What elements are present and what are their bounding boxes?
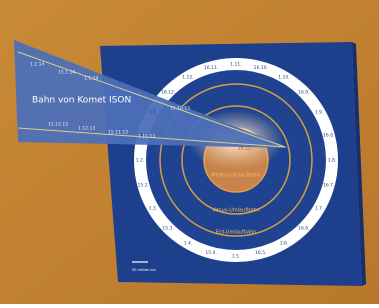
ring-date: 16.8.: [323, 133, 334, 139]
ring-date: 1.8.: [328, 158, 337, 164]
ring-date: 1.11.: [230, 62, 241, 68]
ring-date: 15.3.: [162, 225, 173, 231]
ring-date: 1.7.: [315, 206, 324, 212]
strip-date: 15.1.14: [58, 70, 75, 76]
ring-date: 16.12.: [161, 90, 175, 96]
ring-date: 16.11.: [204, 65, 218, 71]
orbit-label: Venus-Umlaufbahn: [212, 208, 259, 214]
strip-date: 1.1.14: [84, 76, 98, 82]
strip-date: 28.11.: [238, 146, 252, 152]
ring-date: 1.5.: [232, 254, 241, 260]
strip-date: 15.12.13: [48, 122, 68, 128]
strip-date: 1.11.13: [138, 134, 155, 140]
ring-date: 1.4.: [184, 241, 193, 247]
strip-date: 1.12.13: [78, 126, 95, 132]
ring-date: 16.6.: [298, 225, 309, 231]
ring-date: 1.9.: [315, 110, 324, 116]
ring-date: 1.1.: [149, 110, 158, 116]
ring-date: 1.2.: [136, 158, 145, 164]
ring-date: 15.4.: [205, 250, 216, 256]
ring-date: 1.12.: [182, 74, 193, 80]
strip-date: 15.11.13: [108, 130, 128, 136]
ring-date: 1.3.: [149, 206, 158, 212]
orbit-label: Erd-Umlaufbahn: [216, 230, 257, 236]
ring-date: 1.10.: [278, 74, 289, 80]
ring-date: 16.9.: [298, 90, 309, 96]
ring-date: 16.7.: [323, 182, 334, 188]
strip-date: 15.10.13: [170, 106, 190, 112]
ring-date: 15.2.: [138, 182, 149, 188]
ring-date: 16.5.: [255, 250, 266, 256]
orbit-label: Merkur-Umlaufbahn: [211, 173, 260, 179]
ring-date: 1.6.: [280, 241, 289, 247]
scale-label: 50 million km: [132, 268, 156, 272]
strip-date: 1.2.14: [30, 62, 44, 68]
photo: Bahn von Komet ISON Merkur-Umlaufbahn Ve…: [0, 0, 379, 304]
strip-title: Bahn von Komet ISON: [32, 96, 131, 106]
ring-date: 16.10.: [254, 65, 268, 71]
